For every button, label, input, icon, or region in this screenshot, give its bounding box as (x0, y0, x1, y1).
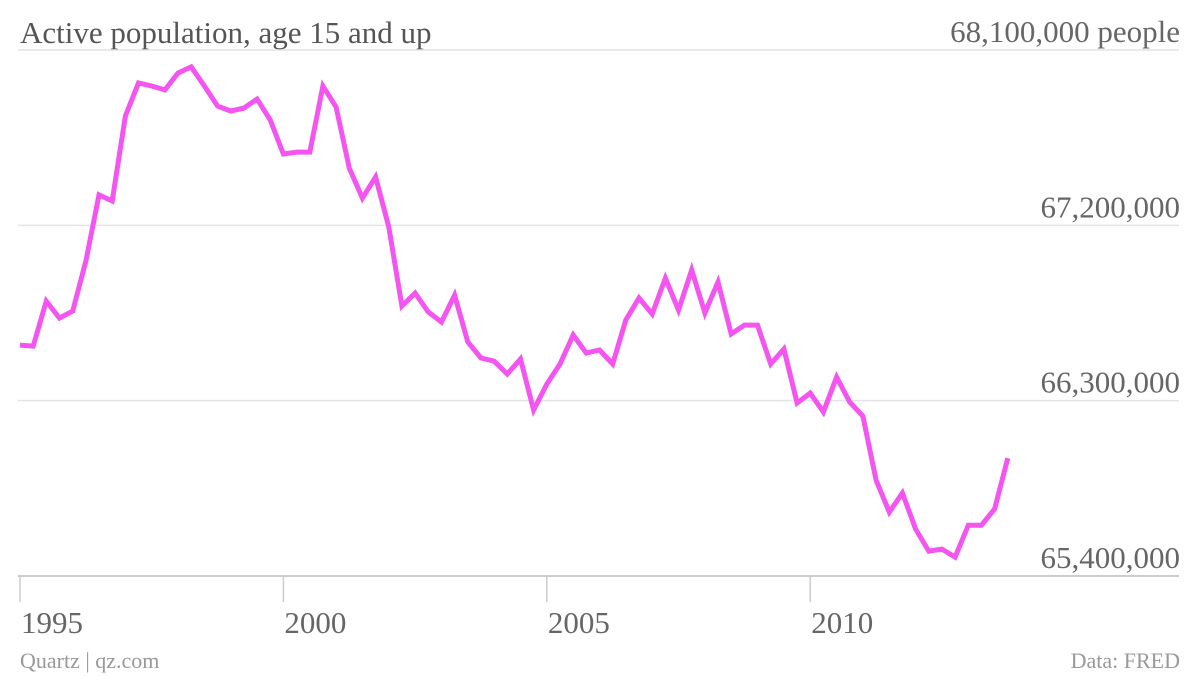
credit: Data: FRED (1071, 648, 1180, 673)
y-tick-label: 65,400,000 (1041, 540, 1181, 575)
x-tick-label: 2005 (548, 605, 610, 640)
y-tick-label: 66,300,000 (1041, 365, 1181, 400)
chart-title: Active population, age 15 and up (20, 15, 432, 50)
x-tick-label: 2000 (284, 605, 346, 640)
y-tick-label: 67,200,000 (1041, 189, 1181, 224)
y-tick-label: 68,100,000 people (950, 14, 1180, 49)
line (19, 63, 1011, 561)
x-tick-label: 2010 (811, 605, 873, 640)
source: Quartz | qz.com (20, 648, 159, 673)
x-tick-label: 1995 (21, 605, 83, 640)
